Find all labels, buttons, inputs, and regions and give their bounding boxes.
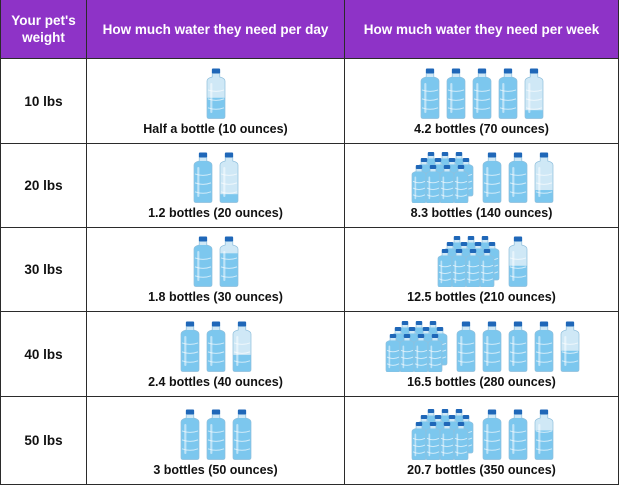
per-week-label: 4.2 bottles (70 ounces) bbox=[414, 122, 549, 136]
per-week-label: 16.5 bottles (280 ounces) bbox=[407, 375, 556, 389]
water-bottle-icon bbox=[482, 409, 501, 460]
per-day-cell: Half a bottle (10 ounces) bbox=[87, 59, 345, 144]
water-bottle-icon bbox=[446, 68, 465, 119]
water-bottle-icon bbox=[560, 321, 579, 372]
water-bottle-icon bbox=[206, 321, 225, 372]
water-bottle-icon bbox=[420, 68, 439, 119]
water-bottle-icon bbox=[482, 152, 501, 203]
water-bottle-icon bbox=[534, 321, 553, 372]
per-day-cell: 3 bottles (50 ounces) bbox=[87, 397, 345, 485]
water-bottle-icon bbox=[472, 68, 491, 119]
weight-cell: 10 lbs bbox=[0, 59, 87, 144]
water-bottle-icon bbox=[206, 68, 225, 119]
bottles-illustration bbox=[436, 228, 528, 287]
water-bottle-icon bbox=[456, 321, 475, 372]
water-bottle-icon bbox=[524, 68, 543, 119]
water-bottle-icon bbox=[498, 68, 517, 119]
per-day-label: 2.4 bottles (40 ounces) bbox=[148, 375, 283, 389]
per-week-cell: 16.5 bottles (280 ounces) bbox=[345, 312, 619, 397]
water-bottle-icon bbox=[534, 152, 553, 203]
per-day-label: 3 bottles (50 ounces) bbox=[153, 463, 278, 477]
water-bottle-icon bbox=[534, 409, 553, 460]
bottles-illustration bbox=[180, 397, 252, 460]
weight-label: 30 lbs bbox=[24, 262, 63, 277]
per-week-cell: 20.7 bottles (350 ounces) bbox=[345, 397, 619, 485]
per-day-cell: 1.2 bottles (20 ounces) bbox=[87, 144, 345, 228]
bottle-pack-icon bbox=[411, 409, 473, 460]
header-weight-label: Your pet's weight bbox=[11, 13, 76, 45]
bottles-illustration bbox=[410, 144, 554, 203]
weight-label: 10 lbs bbox=[24, 93, 63, 109]
water-bottle-icon bbox=[482, 321, 501, 372]
per-week-label: 8.3 bottles (140 ounces) bbox=[410, 206, 553, 220]
weight-cell: 40 lbs bbox=[0, 312, 87, 397]
water-bottle-icon bbox=[508, 321, 527, 372]
bottles-illustration bbox=[193, 228, 239, 287]
per-week-cell: 8.3 bottles (140 ounces) bbox=[345, 144, 619, 228]
header-per-week: How much water they need per week bbox=[345, 0, 619, 59]
water-bottle-icon bbox=[193, 152, 212, 203]
weight-label: 40 lbs bbox=[24, 346, 63, 362]
water-bottle-icon bbox=[180, 409, 199, 460]
water-bottle-icon bbox=[508, 409, 527, 460]
weight-cell: 50 lbs bbox=[0, 397, 87, 485]
bottles-illustration bbox=[193, 144, 239, 203]
bottles-illustration bbox=[206, 59, 226, 119]
water-bottle-icon bbox=[508, 152, 527, 203]
header-weight: Your pet's weight bbox=[0, 0, 87, 59]
per-day-cell: 1.8 bottles (30 ounces) bbox=[87, 228, 345, 312]
water-bottle-icon bbox=[508, 236, 527, 287]
water-bottle-icon bbox=[206, 409, 225, 460]
water-bottle-icon bbox=[232, 321, 251, 372]
per-week-label: 12.5 bottles (210 ounces) bbox=[407, 290, 556, 304]
water-bottle-icon bbox=[219, 236, 238, 287]
per-day-label: 1.2 bottles (20 ounces) bbox=[148, 206, 283, 220]
header-per-day-label: How much water they need per day bbox=[102, 21, 329, 37]
water-bottle-icon bbox=[193, 236, 212, 287]
water-bottle-icon bbox=[180, 321, 199, 372]
weight-cell: 30 lbs bbox=[0, 228, 87, 312]
bottles-illustration bbox=[410, 397, 554, 460]
per-day-cell: 2.4 bottles (40 ounces) bbox=[87, 312, 345, 397]
weight-cell: 20 lbs bbox=[0, 144, 87, 228]
water-bottle-icon bbox=[219, 152, 238, 203]
bottle-pack-icon bbox=[411, 152, 473, 203]
per-day-label: 1.8 bottles (30 ounces) bbox=[148, 290, 283, 304]
weight-label: 50 lbs bbox=[24, 433, 63, 448]
water-bottle-icon bbox=[232, 409, 251, 460]
header-per-day: How much water they need per day bbox=[87, 0, 345, 59]
per-week-cell: 4.2 bottles (70 ounces) bbox=[345, 59, 619, 144]
per-day-label: Half a bottle (10 ounces) bbox=[143, 122, 288, 136]
bottle-pack-icon bbox=[437, 236, 499, 287]
bottles-illustration bbox=[180, 312, 252, 372]
per-week-cell: 12.5 bottles (210 ounces) bbox=[345, 228, 619, 312]
weight-label: 20 lbs bbox=[24, 178, 63, 193]
header-per-week-label: How much water they need per week bbox=[363, 21, 600, 37]
per-week-label: 20.7 bottles (350 ounces) bbox=[407, 463, 556, 477]
bottle-pack-icon bbox=[385, 321, 447, 372]
bottles-illustration bbox=[384, 312, 580, 372]
bottles-illustration bbox=[420, 59, 544, 119]
